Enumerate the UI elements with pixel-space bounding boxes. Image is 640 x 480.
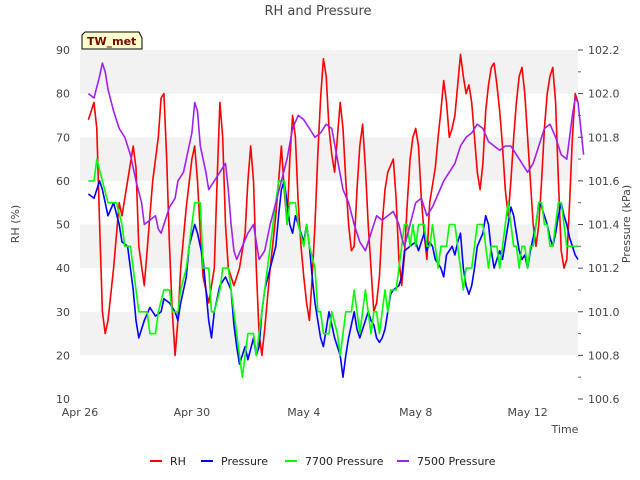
grid-band bbox=[80, 268, 578, 312]
series-line-rh bbox=[87, 53, 579, 357]
x-tick-label: May 8 bbox=[399, 406, 432, 419]
y-axis-label: RH (%) bbox=[9, 205, 22, 243]
right-axis-ticks: 100.6 100.8 101.0 101.2 101.4 101.6 101.8 102.0… bbox=[578, 44, 620, 406]
y2-tick-label: 101.2 bbox=[588, 262, 620, 275]
y-tick-label: 70 bbox=[56, 131, 70, 144]
grid-band bbox=[80, 355, 578, 399]
legend-label: Pressure bbox=[221, 455, 268, 468]
left-axis-ticks: 10 20 30 40 50 60 70 80 90 bbox=[56, 44, 70, 406]
series-line-7700-pressure bbox=[88, 158, 578, 379]
y2-tick-label: 100.6 bbox=[588, 393, 620, 406]
y2-tick-label: 100.8 bbox=[588, 349, 620, 362]
badge-label: TW_met bbox=[87, 35, 136, 48]
y-tick-label: 60 bbox=[56, 175, 70, 188]
y2-tick-label: 102.0 bbox=[588, 88, 620, 101]
series-lines bbox=[87, 53, 585, 379]
legend: RH Pressure 7700 Pressure 7500 Pressure bbox=[150, 455, 496, 468]
badge-box bbox=[81, 31, 143, 50]
x-tick-label: May 12 bbox=[508, 406, 548, 419]
grid-band bbox=[80, 50, 578, 94]
y-tick-label: 80 bbox=[56, 88, 70, 101]
y2-tick-label: 101.8 bbox=[588, 131, 620, 144]
x-axis-label: Time bbox=[551, 423, 579, 436]
y2-tick-label: 101.0 bbox=[588, 306, 620, 319]
grid-band bbox=[80, 137, 578, 181]
y-tick-label: 50 bbox=[56, 219, 70, 232]
legend-label: 7700 Pressure bbox=[305, 455, 384, 468]
y-tick-label: 30 bbox=[56, 306, 70, 319]
x-axis-ticks: Apr 26 Apr 30 May 4 May 8 May 12 bbox=[62, 406, 548, 419]
grid-band bbox=[80, 180, 578, 225]
y2-tick-label: 101.4 bbox=[588, 219, 620, 232]
legend-label: RH bbox=[170, 455, 186, 468]
y-tick-label: 90 bbox=[56, 44, 70, 57]
y2-tick-label: 101.6 bbox=[588, 175, 620, 188]
y-tick-label: 40 bbox=[56, 262, 70, 275]
station-badge: TW_met bbox=[81, 31, 143, 50]
chart-title: RH and Pressure bbox=[264, 4, 371, 19]
x-tick-label: May 4 bbox=[287, 406, 320, 419]
y-tick-label: 20 bbox=[56, 349, 70, 362]
y2-axis-label: Pressure (kPa) bbox=[620, 185, 633, 263]
series-line-7500-pressure bbox=[87, 62, 585, 261]
y2-tick-label: 102.2 bbox=[588, 44, 620, 57]
x-tick-label: Apr 26 bbox=[62, 406, 99, 419]
grid-bands bbox=[80, 50, 578, 399]
legend-label: 7500 Pressure bbox=[417, 455, 496, 468]
x-tick-label: Apr 30 bbox=[174, 406, 211, 419]
y-tick-label: 10 bbox=[56, 393, 70, 406]
